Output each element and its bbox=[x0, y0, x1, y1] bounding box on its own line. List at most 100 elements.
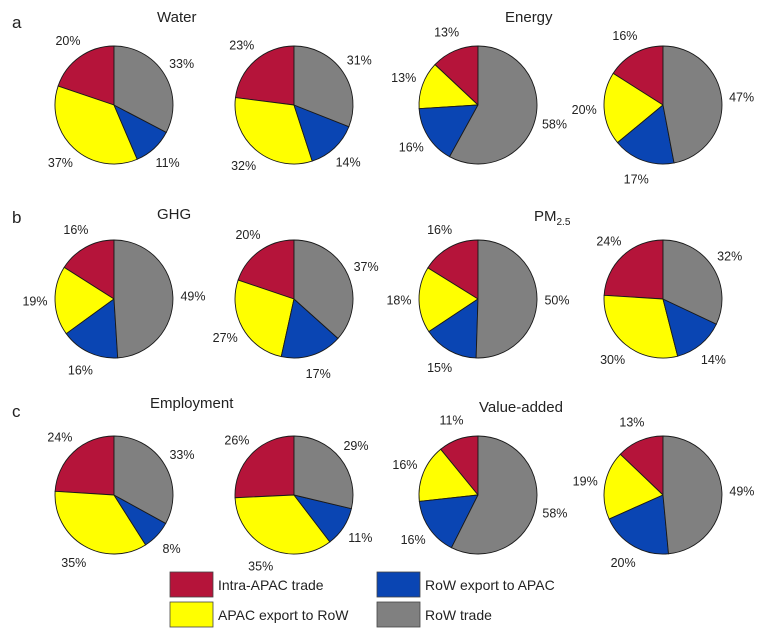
legend: Intra-APAC trade RoW export to APAC APAC… bbox=[169, 571, 555, 628]
pie-slice-intra-apac-trade bbox=[612, 45, 664, 106]
pie-label-intra-apac-trade: 26% bbox=[224, 434, 249, 448]
pie-label-apac-export-to-row: 35% bbox=[248, 560, 273, 574]
pie-11-value-added: 11% 16% 16% 58% bbox=[392, 414, 567, 555]
pie-label-apac-export-to-row: 19% bbox=[22, 295, 47, 309]
pie-8-pm2-5: 24% 30% 14% 32% bbox=[596, 234, 742, 367]
pie-label-apac-export-to-row: 20% bbox=[572, 103, 597, 117]
pie-slice-row-trade bbox=[662, 239, 723, 325]
chart-title-employment: Employment bbox=[150, 395, 234, 412]
pie-label-row-export-to-apac: 8% bbox=[163, 542, 181, 556]
pie-label-row-trade: 37% bbox=[354, 260, 379, 274]
pie-slice-row-trade bbox=[293, 45, 354, 128]
pie-slice-intra-apac-trade bbox=[63, 239, 115, 300]
pie-slice-apac-export-to-row bbox=[418, 448, 479, 502]
pie-slice-row-export-to-apac bbox=[608, 494, 669, 555]
pie-slice-intra-apac-trade bbox=[237, 239, 295, 300]
pie-label-intra-apac-trade: 20% bbox=[235, 228, 260, 242]
pie-slice-apac-export-to-row bbox=[54, 490, 147, 555]
pie-slice-row-export-to-apac bbox=[293, 104, 350, 162]
pie-label-row-export-to-apac: 11% bbox=[156, 156, 180, 170]
pie-label-row-trade: 49% bbox=[729, 484, 754, 498]
pie-slice-row-export-to-apac bbox=[616, 104, 675, 165]
pie-label-apac-export-to-row: 30% bbox=[600, 353, 625, 367]
pie-label-row-export-to-apac: 16% bbox=[399, 140, 424, 154]
chart-title-ghg: GHG bbox=[157, 206, 191, 223]
pie-slice-apac-export-to-row bbox=[603, 72, 664, 144]
pie-slice-row-export-to-apac bbox=[428, 298, 479, 359]
pie-slice-row-trade bbox=[293, 239, 354, 340]
pie-label-row-trade: 33% bbox=[169, 448, 194, 462]
legend-swatch-row-export-to-apac bbox=[376, 571, 421, 598]
pie-label-row-export-to-apac: 20% bbox=[611, 556, 636, 570]
pie-label-apac-export-to-row: 16% bbox=[392, 458, 417, 472]
legend-label-row-export-to-apac: RoW export to APAC bbox=[425, 577, 555, 593]
pie-5-ghg: 16% 19% 16% 49% bbox=[22, 223, 205, 378]
pie-label-row-trade: 50% bbox=[544, 293, 569, 307]
pie-label-row-trade: 58% bbox=[542, 118, 567, 132]
legend-swatch-row-trade bbox=[376, 601, 421, 628]
pie-label-row-export-to-apac: 14% bbox=[701, 353, 726, 367]
pie-label-row-trade: 33% bbox=[169, 57, 194, 71]
pie-slice-intra-apac-trade bbox=[603, 239, 664, 300]
pie-label-row-trade: 29% bbox=[343, 439, 368, 453]
legend-label-intra-apac: Intra-APAC trade bbox=[218, 577, 324, 593]
pm-label: PM bbox=[534, 208, 557, 225]
pie-slice-row-trade bbox=[448, 45, 538, 165]
pie-slice-row-export-to-apac bbox=[280, 298, 339, 359]
pie-label-intra-apac-trade: 13% bbox=[619, 415, 644, 429]
pie-label-intra-apac-trade: 23% bbox=[229, 39, 254, 53]
pie-slice-apac-export-to-row bbox=[54, 85, 138, 165]
pie-slice-apac-export-to-row bbox=[54, 266, 115, 335]
pie-label-row-trade: 58% bbox=[542, 506, 567, 520]
pie-slice-row-trade bbox=[662, 435, 723, 555]
pie-slice-intra-apac-trade bbox=[57, 45, 115, 106]
chart-title-value-added: Value-added bbox=[479, 399, 563, 416]
pie-slice-apac-export-to-row bbox=[418, 267, 479, 333]
pie-1-water: 20% 37% 11% 33% bbox=[48, 34, 194, 170]
pie-label-apac-export-to-row: 13% bbox=[391, 71, 416, 85]
pie-slice-row-trade bbox=[113, 239, 174, 359]
pie-label-intra-apac-trade: 24% bbox=[47, 430, 72, 444]
pie-slice-row-export-to-apac bbox=[418, 494, 479, 549]
pie-label-row-export-to-apac: 11% bbox=[348, 531, 372, 545]
pie-label-row-trade: 49% bbox=[180, 290, 205, 304]
pie-slice-apac-export-to-row bbox=[234, 279, 295, 358]
pie-10-employment: 26% 35% 11% 29% bbox=[224, 434, 372, 574]
pie-label-intra-apac-trade: 16% bbox=[612, 29, 637, 43]
pie-slice-intra-apac-trade bbox=[234, 45, 295, 106]
pie-9-employment: 24% 35% 8% 33% bbox=[47, 430, 194, 570]
pie-slice-row-export-to-apac bbox=[418, 104, 479, 158]
panel-letter-a: a bbox=[12, 13, 22, 32]
pie-slice-row-trade bbox=[113, 45, 174, 133]
pie-label-apac-export-to-row: 27% bbox=[213, 331, 238, 345]
pie-label-apac-export-to-row: 19% bbox=[573, 475, 598, 489]
pie-label-intra-apac-trade: 20% bbox=[55, 34, 80, 48]
pie-2-water: 23% 32% 14% 31% bbox=[229, 39, 372, 173]
legend-swatch-intra-apac bbox=[169, 571, 214, 598]
pm-subscript: 2.5 bbox=[557, 217, 571, 228]
pie-label-row-export-to-apac: 16% bbox=[401, 533, 426, 547]
pie-slice-row-trade bbox=[475, 239, 538, 359]
pie-slice-apac-export-to-row bbox=[234, 97, 313, 165]
pie-label-intra-apac-trade: 24% bbox=[596, 234, 621, 248]
pie-label-row-export-to-apac: 16% bbox=[68, 364, 93, 378]
pie-label-row-trade: 47% bbox=[729, 91, 754, 105]
pie-slice-row-trade bbox=[662, 45, 723, 164]
pie-label-apac-export-to-row: 37% bbox=[48, 156, 73, 170]
pie-slice-apac-export-to-row bbox=[234, 494, 331, 555]
pie-slice-row-export-to-apac bbox=[65, 298, 119, 359]
pie-6-ghg: 20% 27% 17% 37% bbox=[213, 228, 379, 381]
chart-title-energy: Energy bbox=[505, 9, 553, 26]
panel-letter-c: c bbox=[12, 402, 21, 421]
pie-label-apac-export-to-row: 35% bbox=[61, 556, 86, 570]
pie-label-row-trade: 31% bbox=[347, 54, 372, 68]
pie-label-apac-export-to-row: 32% bbox=[231, 159, 256, 173]
pie-label-row-export-to-apac: 14% bbox=[336, 156, 361, 170]
panel-letter-b: b bbox=[12, 208, 21, 227]
pie-slice-intra-apac-trade bbox=[234, 435, 295, 499]
pie-3-energy: 13% 13% 16% 58% bbox=[391, 26, 567, 165]
legend-swatch-apac-export-to-row bbox=[169, 601, 214, 628]
pie-12-value-added: 13% 19% 20% 49% bbox=[573, 415, 755, 570]
pie-charts: 20% 37% 11% 33% 23% 32% 14% 31% 13% 13% 16% 58% 16% 2… bbox=[22, 26, 754, 574]
